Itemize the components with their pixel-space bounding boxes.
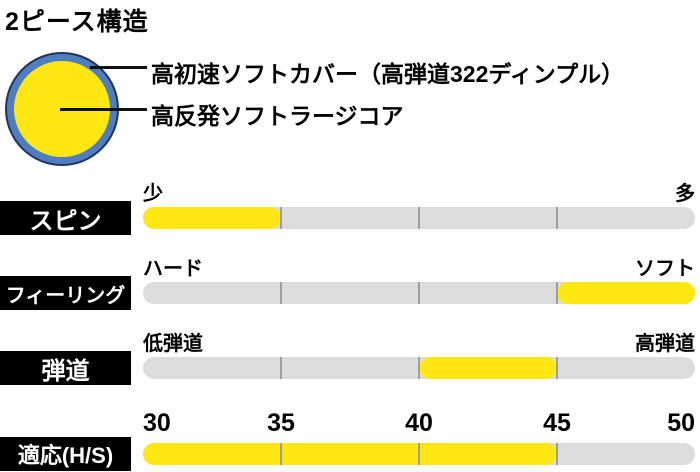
scale-tick: 50 xyxy=(667,409,695,437)
scale-tick: 35 xyxy=(267,409,295,437)
rating-fill-headspeed xyxy=(143,443,557,465)
segment-divider xyxy=(418,443,420,465)
rating-bar-feeling xyxy=(143,282,695,304)
callout-label-cover: 高初速ソフトカバー（高弾道322ディンプル） xyxy=(151,61,625,87)
callout-line-core xyxy=(60,108,147,111)
row-label-headspeed: 適応(H/S) xyxy=(0,437,131,471)
segment-divider xyxy=(280,357,282,379)
segment-divider xyxy=(556,357,558,379)
callout-label-core: 高反発ソフトラージコア xyxy=(151,103,404,129)
segment-divider xyxy=(280,282,282,304)
scale-max-label: 高弾道 xyxy=(635,333,695,355)
scale-ticks-headspeed: 30 35 40 45 50 xyxy=(143,411,695,437)
scale-tick: 30 xyxy=(143,409,171,437)
rating-bar-trajectory xyxy=(143,357,695,379)
segment-divider xyxy=(556,443,558,465)
scale-labels-feeling: ハード ソフト xyxy=(143,259,695,279)
segment-divider xyxy=(418,282,420,304)
scale-labels-trajectory: 低弾道 高弾道 xyxy=(143,334,695,354)
callout-line-cover xyxy=(90,66,147,69)
rating-bar-headspeed xyxy=(143,443,695,465)
scale-min-label: 少 xyxy=(143,183,163,205)
row-label-spin: スピン xyxy=(0,201,131,235)
row-label-feeling: フィーリング xyxy=(0,276,131,310)
rating-bar-spin xyxy=(143,207,695,229)
scale-min-label: ハード xyxy=(143,258,203,280)
segment-divider xyxy=(280,443,282,465)
segment-divider xyxy=(556,282,558,304)
segment-divider xyxy=(556,207,558,229)
rating-fill-spin xyxy=(143,207,281,229)
segment-divider xyxy=(280,207,282,229)
rating-fill-trajectory xyxy=(419,357,557,379)
scale-tick: 45 xyxy=(543,409,571,437)
page-title: 2ピース構造 xyxy=(5,8,149,36)
scale-max-label: ソフト xyxy=(635,258,695,280)
scale-tick: 40 xyxy=(405,409,433,437)
scale-min-label: 低弾道 xyxy=(143,333,203,355)
rating-fill-feeling xyxy=(557,282,695,304)
scale-max-label: 多 xyxy=(675,183,695,205)
segment-divider xyxy=(418,207,420,229)
scale-labels-spin: 少 多 xyxy=(143,184,695,204)
row-label-trajectory: 弾道 xyxy=(0,351,131,385)
segment-divider xyxy=(418,357,420,379)
